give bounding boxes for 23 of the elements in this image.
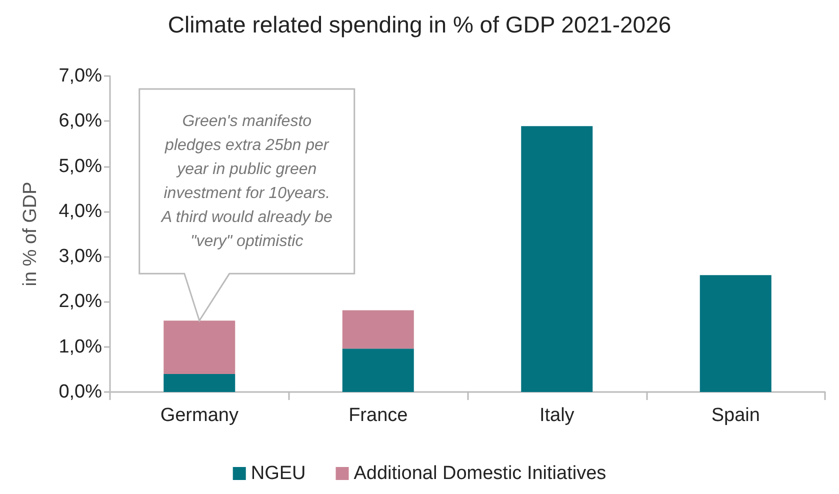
y-tick-label: 7,0% [58, 66, 102, 86]
x-tick-label: Spain [711, 405, 760, 426]
legend-label: NGEU [250, 463, 306, 484]
bar [164, 320, 236, 374]
y-tick-label: 1,0% [58, 336, 102, 358]
y-tick-label: 5,0% [58, 156, 102, 177]
y-tick-label: 6,0% [58, 110, 102, 132]
y-tick-label: 0,0% [58, 382, 102, 402]
y-axis-title: in % of GDP [20, 182, 41, 286]
bar [342, 310, 414, 349]
annotation: Green's manifesto pledges extra 25bn per year in public green investment for 10years. A third would already be "very" optimistic [160, 112, 333, 250]
y-tick-label: 2,0% [58, 291, 102, 312]
y-tick-label: 3,0% [58, 246, 102, 268]
legend-label: Additional Domestic Initiatives [354, 463, 606, 484]
chart-title: Climate related spending in % of GDP 2021-2026 [168, 12, 672, 38]
bar [164, 374, 236, 392]
x-tick-label: France [348, 405, 408, 426]
bar [521, 126, 593, 392]
bar [342, 348, 414, 392]
y-tick-label: 4,0% [58, 200, 102, 222]
x-tick-label: Germany [160, 405, 239, 426]
bar [700, 275, 772, 392]
x-tick-label: Italy [539, 405, 575, 426]
